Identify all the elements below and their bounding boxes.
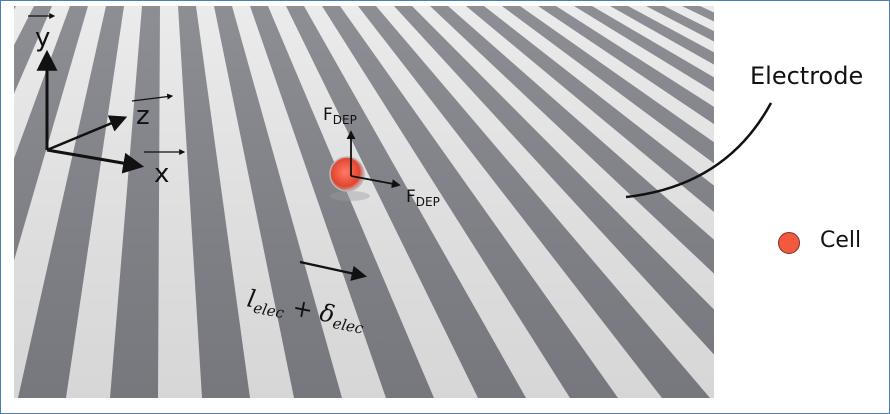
spacing-expression: lelec + δelec [244,284,368,337]
electrode-spacing: lelec + δelec [244,260,368,338]
vertical-force-label: FDEP [323,105,357,127]
x-axis-label: x [154,159,169,189]
cell-legend-label: Cell [820,228,862,253]
lighting-overlay [14,6,714,398]
coordinate-axes: y z x [28,13,186,189]
leader-curve [625,102,773,199]
cell-sphere [329,156,365,192]
scene-svg: y z x FDEP FDEP lelec + δelec [14,6,714,398]
y-axis-label: y [35,23,50,53]
horizontal-force-arrow [350,175,401,189]
horizontal-force-label: FDEP [406,187,440,209]
z-axis-label: z [136,101,150,131]
cell-with-forces: FDEP FDEP [323,105,440,209]
z-axis-arrow [46,115,128,152]
x-axis-arrow [46,148,145,174]
electrode-legend-label: Electrode [750,62,864,90]
spacing-arrow [299,260,368,281]
cell-legend-marker [778,232,800,254]
electrode-array-scene: y z x FDEP FDEP lelec + δelec [14,6,714,398]
cell-shadow [330,191,370,201]
z-vector-bar [131,93,174,102]
